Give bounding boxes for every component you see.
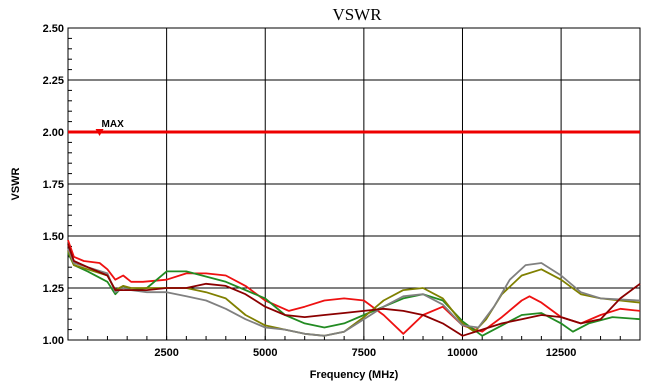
series-layer (67, 130, 641, 337)
x-axis-label: Frequency (MHz) (310, 369, 399, 381)
x-tick-label: 7500 (352, 347, 376, 359)
x-tick-label: 5000 (253, 347, 277, 359)
x-tick-label: 2500 (154, 347, 178, 359)
y-tick-label: 1.00 (43, 335, 64, 347)
chart-title: VSWR (332, 5, 382, 24)
y-tick-label: 2.50 (43, 23, 64, 35)
series-line (67, 239, 641, 335)
annotation-layer: MAX (95, 119, 125, 136)
y-tick-label: 2.00 (43, 127, 64, 139)
max-marker-icon (95, 129, 104, 136)
y-axis-label: VSWR (10, 167, 22, 200)
y-tick-label: 1.75 (43, 179, 64, 191)
x-tick-label: 10000 (447, 347, 478, 359)
y-tick-label: 1.50 (43, 231, 64, 243)
series-line (67, 248, 641, 337)
y-tick-label: 2.25 (43, 75, 64, 87)
x-tick-labels: 2500 5000 7500 10000 12500 (154, 347, 576, 359)
series-line (67, 244, 641, 337)
max-label: MAX (102, 119, 125, 130)
y-tick-labels: 1.00 1.25 1.50 1.75 2.00 2.25 2.50 (43, 23, 64, 347)
y-tick-label: 1.25 (43, 283, 64, 295)
x-tick-label: 12500 (546, 347, 577, 359)
